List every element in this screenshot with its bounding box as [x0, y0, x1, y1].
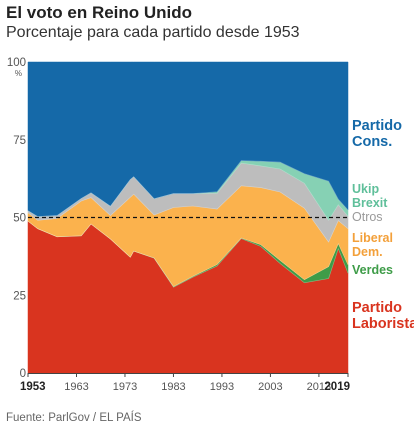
- series-label-partido-cons: Partido: [352, 118, 402, 134]
- boundary-otros: [27, 162, 349, 221]
- y-tick-label: 50: [13, 213, 26, 225]
- series-label-ukip-brexit: Brexit: [352, 196, 388, 210]
- x-tick-label: 2003: [258, 381, 282, 393]
- series-label-ukip-brexit: Ukip: [352, 182, 379, 196]
- source-note: Fuente: ParlGov / EL PAÍS: [6, 412, 142, 424]
- x-tick-label: 1963: [64, 381, 88, 393]
- x-tick-label: 1983: [161, 381, 185, 393]
- x-tick-label: 1973: [113, 381, 137, 393]
- boundary-verdes: [27, 220, 349, 287]
- area-partido-cons: [27, 61, 349, 217]
- boundary-liberal-dem: [27, 185, 349, 243]
- series-label-otros: Otros: [352, 210, 383, 224]
- series-label-partido-cons: Cons.: [352, 134, 392, 150]
- series-label-liberal-dem: Liberal: [352, 231, 393, 245]
- chart-title: El voto en Reino Unido: [6, 3, 193, 22]
- y-unit-label: %: [15, 69, 22, 78]
- series-label-verdes: Verdes: [352, 263, 393, 277]
- series-label-partido-laborista: Partido: [352, 300, 402, 316]
- y-tick-label: 0: [20, 368, 26, 380]
- y-tick-label: 25: [13, 290, 26, 302]
- boundary-ukip-brexit: [27, 160, 349, 217]
- y-tick-label: 100: [7, 57, 26, 69]
- x-tick-label: 1953: [20, 381, 46, 393]
- chart-subtitle: Porcentaje para cada partido desde 1953: [6, 24, 300, 41]
- x-tick-label: 2013: [307, 381, 331, 393]
- series-label-liberal-dem: Dem.: [352, 245, 383, 259]
- x-tick-label: 2019: [324, 381, 350, 393]
- boundary-partido-laborista: [27, 220, 349, 288]
- y-tick-label: 75: [13, 135, 26, 147]
- series-label-partido-laborista: Laborista: [352, 316, 414, 332]
- x-tick-label: 1993: [210, 381, 234, 393]
